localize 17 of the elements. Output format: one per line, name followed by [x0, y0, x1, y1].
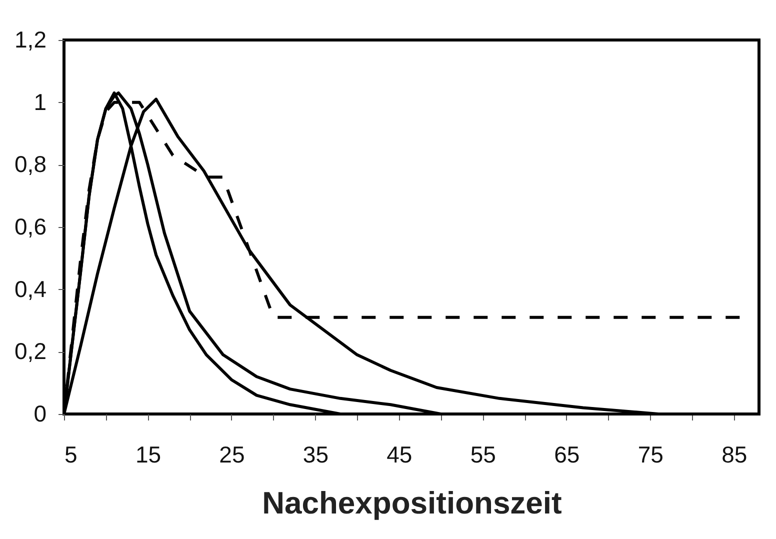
x-tick-label: 15	[135, 442, 162, 468]
x-tick-label: 5	[64, 442, 78, 468]
y-tick-label: 0,6	[14, 214, 46, 240]
y-tick-label: 0,8	[14, 151, 46, 178]
x-tick-label: 55	[470, 442, 496, 468]
x-tick-label: 25	[219, 442, 245, 468]
x-tick-label: 35	[302, 442, 328, 468]
y-tick-label: 1	[34, 88, 46, 115]
x-tick-label: 45	[386, 442, 412, 468]
x-tick-label: 75	[638, 442, 664, 468]
x-tick-label: 65	[554, 442, 580, 468]
y-tick-label: 0,2	[14, 338, 46, 364]
y-tick-label: 0	[34, 400, 46, 426]
x-axis-title: Nachexpositionszeit	[262, 486, 562, 520]
x-tick-label: 85	[722, 442, 748, 468]
y-tick-label: 0,4	[14, 276, 47, 302]
y-tick-label: 1,2	[14, 26, 46, 52]
